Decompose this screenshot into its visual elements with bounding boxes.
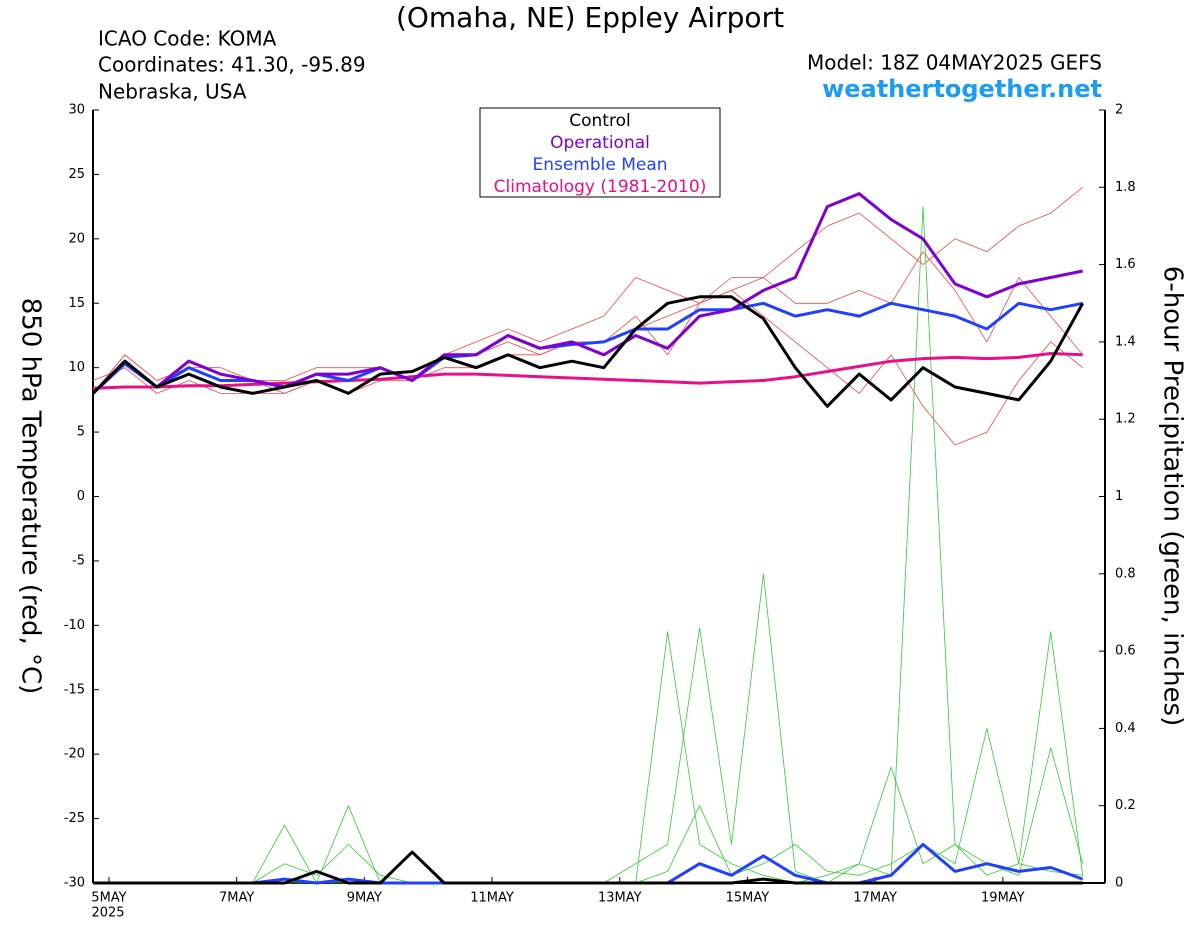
y2-tick-label: 1.6 xyxy=(1115,257,1136,272)
y2-tick-label: 1.2 xyxy=(1115,412,1136,427)
y-tick-label: 30 xyxy=(68,103,85,118)
y-tick-label: -20 xyxy=(64,747,85,762)
y2-tick-label: 1.8 xyxy=(1115,180,1136,195)
precip-line xyxy=(93,850,1083,885)
x-tick-label: 7MAY xyxy=(219,891,254,906)
member-temp-line xyxy=(92,251,1084,394)
member-precip-line xyxy=(93,631,1084,884)
y-tick-label: -5 xyxy=(72,553,85,568)
y2-tick-label: 1.4 xyxy=(1115,334,1136,349)
x-tick-label: 5MAY xyxy=(91,891,126,906)
model-run: Model: 18Z 04MAY2025 GEFS xyxy=(807,51,1102,75)
x-tick-label: 13MAY xyxy=(598,891,642,906)
y2-axis-label: 6-hour Precipitation (green, inches) xyxy=(1158,266,1188,726)
site-link: weathertogether.net xyxy=(822,75,1102,103)
precip-line xyxy=(93,842,1084,885)
temp-line xyxy=(92,352,1083,390)
y-tick-label: 0 xyxy=(77,489,85,504)
y-tick-label: 25 xyxy=(68,167,85,182)
x-tick-label: 9MAY xyxy=(347,891,382,906)
member-precip-line xyxy=(93,631,1083,884)
y-tick-label: 20 xyxy=(68,231,85,246)
legend-entry: Control xyxy=(569,111,630,131)
x-tick-label: 11MAY xyxy=(470,891,514,906)
temp-line xyxy=(91,192,1083,395)
y-tick-label: 15 xyxy=(68,296,85,311)
info-line: ICAO Code: KOMA xyxy=(98,27,277,51)
temp-line xyxy=(91,295,1085,408)
legend-box xyxy=(479,107,721,198)
info-line: Nebraska, USA xyxy=(98,80,247,104)
y2-tick-label: 0.6 xyxy=(1115,644,1136,659)
member-temp-line xyxy=(92,290,1083,446)
y-tick-label: -25 xyxy=(64,811,85,826)
legend-entry: Ensemble Mean xyxy=(532,155,667,175)
y-tick-label: -30 xyxy=(64,876,85,891)
legend-entry: Climatology (1981-2010) xyxy=(494,177,707,197)
legend-entry: Operational xyxy=(550,133,650,153)
y2-tick-label: 0.2 xyxy=(1115,798,1136,813)
y2-tick-label: 1 xyxy=(1115,489,1123,504)
info-line: Coordinates: 41.30, -95.89 xyxy=(98,53,366,77)
y-tick-label: -10 xyxy=(64,618,85,633)
x-tick-label: 17MAY xyxy=(853,891,897,906)
y-tick-label: 5 xyxy=(77,425,85,440)
plot-area: -30 -25 -20 -15 -10 -5 0 5 10 15 20 25 30 0 0.2 0.4 0.6 0… xyxy=(64,103,1136,906)
y-axis-label: 850 hPa Temperature (red, °C) xyxy=(16,298,46,695)
y2-tick-label: 2 xyxy=(1115,103,1123,118)
member-precip-line xyxy=(93,206,1084,884)
y-tick-label: 10 xyxy=(68,360,85,375)
y2-tick-label: 0.8 xyxy=(1115,566,1136,581)
y2-tick-label: 0.4 xyxy=(1115,721,1136,736)
year-label: 2025 xyxy=(91,906,124,921)
x-tick-label: 19MAY xyxy=(981,891,1025,906)
chart-title: (Omaha, NE) Eppley Airport xyxy=(396,1,784,34)
y2-tick-label: 0 xyxy=(1115,876,1123,891)
x-tick-label: 15MAY xyxy=(726,891,770,906)
member-temp-line xyxy=(92,186,1083,394)
y-tick-label: -15 xyxy=(64,682,85,697)
